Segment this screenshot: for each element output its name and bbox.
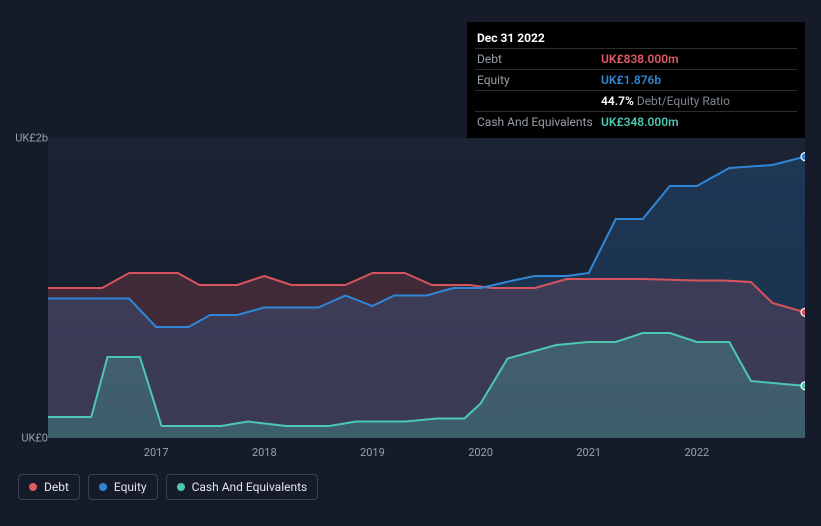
x-axis-tick: 2019 (360, 446, 385, 459)
tooltip-row: DebtUK£838.000m (475, 48, 797, 69)
x-axis-tick: 2018 (252, 446, 277, 459)
tooltip-row-value: UK£1.876b (601, 73, 661, 87)
x-axis-tick: 2017 (144, 446, 169, 459)
legend-dot-icon (29, 483, 37, 491)
legend-dot-icon (99, 483, 107, 491)
legend-label: Cash And Equivalents (192, 480, 308, 494)
tooltip-row: 44.7% Debt/Equity Ratio (475, 90, 797, 111)
chart-svg (48, 138, 805, 438)
y-axis-label-max: UK£2b (15, 132, 48, 145)
x-axis: 2017 2018 2019 2020 2021 2022 (48, 440, 805, 464)
legend-item[interactable]: Debt (18, 474, 80, 500)
legend-label: Equity (114, 480, 147, 494)
tooltip-row-label: Equity (477, 73, 601, 87)
x-axis-tick: 2020 (468, 446, 493, 459)
tooltip-row-label: Debt (477, 52, 601, 66)
tooltip-row-sublabel: Debt/Equity Ratio (634, 94, 730, 108)
legend-item[interactable]: Cash And Equivalents (166, 474, 319, 500)
tooltip-row: EquityUK£1.876b (475, 69, 797, 90)
x-axis-tick: 2021 (576, 446, 601, 459)
tooltip-row-value: 44.7% Debt/Equity Ratio (601, 94, 730, 108)
tooltip-date: Dec 31 2022 (475, 28, 797, 48)
chart-legend: Debt Equity Cash And Equivalents (18, 474, 318, 500)
tooltip-row-value: UK£838.000m (601, 52, 679, 66)
x-axis-tick: 2022 (684, 446, 709, 459)
legend-dot-icon (177, 483, 185, 491)
legend-label: Debt (44, 480, 69, 494)
tooltip-row-label (477, 94, 601, 108)
y-axis-label-min: UK£0 (21, 432, 48, 445)
legend-item[interactable]: Equity (88, 474, 158, 500)
chart-plot-area[interactable] (48, 138, 805, 438)
chart-container: UK£2b UK£0 2017 2018 2019 2020 2021 2022 Debt… (16, 120, 805, 510)
